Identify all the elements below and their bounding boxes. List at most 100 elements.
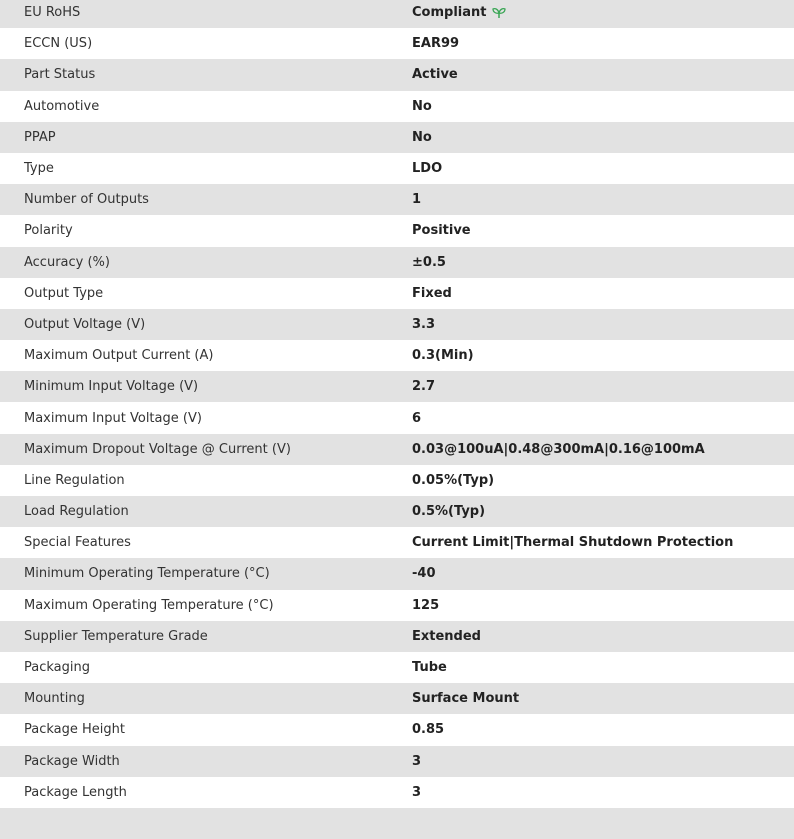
spec-value-text: ±0.5 — [412, 254, 446, 270]
spec-value: LDO — [412, 161, 442, 176]
spec-value: 3 — [412, 754, 421, 769]
spec-value: Positive — [412, 223, 471, 238]
spec-value-text: 0.03@100uA|0.48@300mA|0.16@100mA — [412, 441, 705, 457]
spec-label: Packaging — [24, 660, 90, 676]
spec-row: Output Voltage (V) 3.3 — [0, 308, 794, 341]
spec-row: Maximum Output Current (A) 0.3(Min) — [0, 340, 794, 372]
spec-value-text: Fixed — [412, 285, 452, 301]
spec-value: Compliant — [412, 5, 507, 21]
spec-value: 0.03@100uA|0.48@300mA|0.16@100mA — [412, 442, 705, 457]
spec-label: Package Height — [24, 722, 125, 738]
spec-label: Mounting — [24, 691, 85, 707]
spec-value-text: -40 — [412, 566, 436, 582]
spec-label: Package Length — [24, 784, 127, 800]
spec-row: Maximum Operating Temperature (°C) 125 — [0, 589, 794, 621]
spec-row — [0, 807, 794, 839]
spec-row: EU RoHS Compliant — [0, 0, 794, 29]
spec-value: Surface Mount — [412, 691, 519, 706]
spec-label: Maximum Input Voltage (V) — [24, 410, 202, 426]
spec-label: Maximum Operating Temperature (°C) — [24, 597, 274, 613]
spec-value-text: 2.7 — [412, 379, 436, 395]
spec-value: EAR99 — [412, 36, 459, 51]
spec-label: Output Voltage (V) — [24, 316, 146, 332]
spec-label: Accuracy (%) — [24, 254, 110, 270]
spec-value: 0.05%(Typ) — [412, 473, 494, 488]
spec-value-text: Active — [412, 67, 458, 83]
spec-label: Part Status — [24, 67, 96, 83]
spec-value: -40 — [412, 566, 436, 581]
spec-label: Type — [24, 161, 54, 177]
spec-row: Part Status Active — [0, 59, 794, 91]
spec-row: Packaging Tube — [0, 651, 794, 684]
spec-value: 6 — [412, 411, 421, 426]
spec-value-text: 3 — [412, 784, 422, 800]
spec-row: Accuracy (%) ±0.5 — [0, 246, 794, 278]
spec-label: Line Regulation — [24, 472, 125, 488]
spec-value-text: 0.3(Min) — [412, 348, 474, 364]
spec-value: Extended — [412, 629, 481, 644]
spec-value-text: 3 — [412, 753, 422, 769]
spec-value: 125 — [412, 598, 439, 613]
spec-value-text: Extended — [412, 628, 481, 644]
spec-value: Active — [412, 67, 458, 82]
spec-value-text: 6 — [412, 410, 422, 426]
spec-value-text: No — [412, 129, 432, 145]
spec-value-text: Positive — [412, 223, 471, 239]
spec-row: Type LDO — [0, 152, 794, 185]
spec-value-text: Surface Mount — [412, 691, 520, 707]
spec-row: Output Type Fixed — [0, 277, 794, 309]
spec-label: Maximum Output Current (A) — [24, 348, 214, 364]
spec-value: 0.3(Min) — [412, 348, 474, 363]
spec-value: Current Limit|Thermal Shutdown Protectio… — [412, 535, 733, 550]
spec-label: ECCN (US) — [24, 36, 93, 52]
spec-row: Supplier Temperature Grade Extended — [0, 620, 794, 652]
spec-label: Minimum Operating Temperature (°C) — [24, 566, 270, 582]
spec-value-text: Compliant — [412, 5, 487, 21]
spec-value: No — [412, 99, 432, 114]
spec-label: Output Type — [24, 285, 104, 301]
spec-label: Number of Outputs — [24, 192, 149, 208]
spec-row: Automotive No — [0, 90, 794, 122]
spec-label: Polarity — [24, 223, 73, 239]
spec-label: EU RoHS — [24, 5, 81, 21]
spec-value: No — [412, 130, 432, 145]
spec-value-text: LDO — [412, 161, 443, 177]
spec-label: Package Width — [24, 753, 120, 769]
spec-value-text: EAR99 — [412, 36, 460, 52]
spec-value: 1 — [412, 192, 421, 207]
spec-row: ECCN (US) EAR99 — [0, 28, 794, 60]
leaf-icon — [492, 7, 507, 19]
spec-value: Fixed — [412, 286, 452, 301]
spec-row: Load Regulation 0.5%(Typ) — [0, 496, 794, 528]
spec-row: Line Regulation 0.05%(Typ) — [0, 464, 794, 496]
spec-label: Minimum Input Voltage (V) — [24, 379, 199, 395]
spec-row: Polarity Positive — [0, 215, 794, 247]
spec-value: Tube — [412, 660, 447, 675]
spec-value-text: Tube — [412, 660, 447, 676]
spec-value: 2.7 — [412, 379, 435, 394]
spec-row: Minimum Input Voltage (V) 2.7 — [0, 371, 794, 403]
spec-label: Load Regulation — [24, 504, 129, 520]
spec-row: Maximum Dropout Voltage @ Current (V) 0.0… — [0, 433, 794, 465]
spec-value: ±0.5 — [412, 255, 446, 270]
spec-value: 0.85 — [412, 722, 444, 737]
spec-value: 3.3 — [412, 317, 435, 332]
spec-label: Maximum Dropout Voltage @ Current (V) — [24, 441, 291, 457]
spec-row: Package Height 0.85 — [0, 714, 794, 746]
spec-row: Special Features Current Limit|Thermal Sh… — [0, 527, 794, 559]
spec-value-text: 125 — [412, 597, 440, 613]
spec-value-text: 0.85 — [412, 722, 445, 738]
spec-value-text: 3.3 — [412, 316, 436, 332]
spec-value-text: No — [412, 98, 432, 114]
spec-row: Maximum Input Voltage (V) 6 — [0, 402, 794, 434]
spec-value: 3 — [412, 785, 421, 800]
spec-row: Mounting Surface Mount — [0, 683, 794, 715]
spec-label: Automotive — [24, 98, 100, 114]
spec-value: 0.5%(Typ) — [412, 504, 485, 519]
spec-value-text: Current Limit|Thermal Shutdown Protectio… — [412, 535, 734, 551]
spec-row: Package Length 3 — [0, 776, 794, 808]
spec-row: Package Width 3 — [0, 745, 794, 777]
spec-label: PPAP — [24, 129, 56, 145]
spec-value-text: 1 — [412, 192, 422, 208]
